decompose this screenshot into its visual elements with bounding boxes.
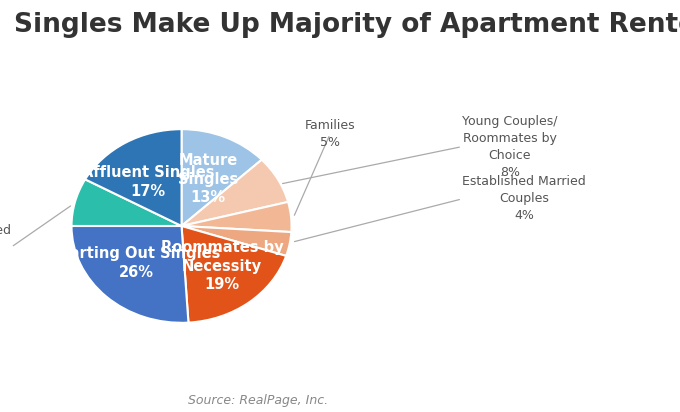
Text: Families
5%: Families 5%: [305, 119, 356, 149]
Wedge shape: [71, 179, 182, 226]
Text: Roommates by
Necessity
19%: Roommates by Necessity 19%: [160, 240, 284, 293]
Wedge shape: [71, 226, 188, 323]
Wedge shape: [182, 226, 291, 256]
Wedge shape: [182, 160, 288, 226]
Text: Young Couples/
Roommates by
Choice
8%: Young Couples/ Roommates by Choice 8%: [462, 115, 558, 178]
Text: Established Married
Couples
4%: Established Married Couples 4%: [462, 176, 586, 222]
Text: Source: RealPage, Inc.: Source: RealPage, Inc.: [188, 394, 328, 407]
Text: Starting Out Singles
26%: Starting Out Singles 26%: [52, 246, 220, 280]
Wedge shape: [182, 226, 286, 323]
Wedge shape: [182, 202, 292, 232]
Text: Still Cash-Strapped
Singles
8%: Still Cash-Strapped Singles 8%: [0, 224, 11, 271]
Wedge shape: [85, 129, 182, 226]
Text: Affluent Singles
17%: Affluent Singles 17%: [82, 165, 214, 199]
Text: Mature
Singles
13%: Mature Singles 13%: [177, 153, 238, 205]
Text: Singles Make Up Majority of Apartment Renters: Singles Make Up Majority of Apartment Re…: [14, 12, 680, 38]
Wedge shape: [182, 129, 262, 226]
